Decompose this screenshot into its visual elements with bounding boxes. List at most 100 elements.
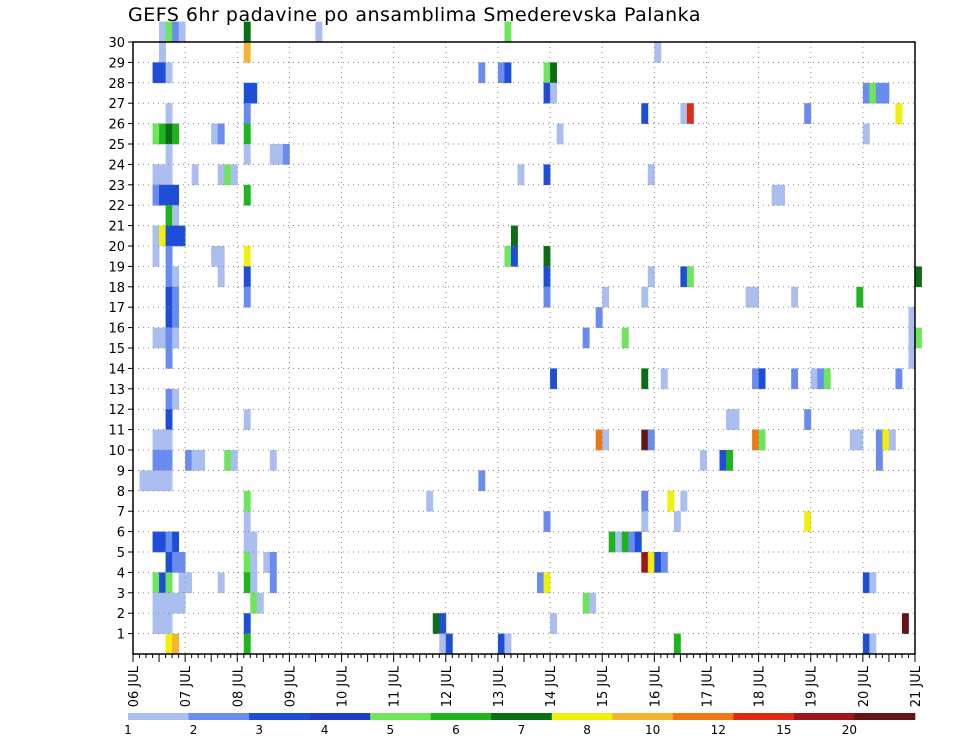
precip-cell	[543, 164, 551, 186]
precip-cell	[758, 429, 766, 451]
precip-cell	[172, 531, 180, 553]
precip-cell	[165, 409, 173, 430]
precip-cell	[250, 82, 258, 104]
precip-cell	[647, 552, 655, 573]
y-tick-label: 25	[108, 138, 125, 153]
precip-cell	[543, 62, 551, 84]
x-tick-label: 13 JUL	[492, 665, 507, 707]
y-tick-label: 14	[108, 362, 125, 377]
precip-cell	[537, 572, 544, 594]
precip-cell	[915, 266, 922, 288]
precip-cell	[165, 450, 173, 471]
legend-swatch	[854, 713, 916, 720]
precip-cell	[908, 348, 916, 369]
legend-swatch	[430, 713, 492, 720]
precip-cell	[439, 613, 447, 634]
precip-cell	[139, 470, 147, 492]
legend-swatch	[128, 713, 189, 720]
y-tick-label: 27	[108, 97, 125, 112]
precip-cell	[856, 286, 864, 308]
precip-cell	[172, 633, 180, 655]
precip-cell	[752, 368, 759, 390]
precip-cell	[654, 552, 662, 573]
precip-cell	[243, 552, 251, 573]
precip-cell	[804, 409, 812, 430]
y-tick-label: 20	[108, 240, 125, 255]
precip-cell	[159, 62, 166, 84]
legend-label: 6	[452, 723, 460, 737]
y-tick-label: 3	[117, 587, 125, 602]
legend-label: 15	[776, 723, 791, 737]
y-tick-label: 4	[117, 566, 125, 581]
precip-cell	[647, 164, 655, 186]
precip-cell	[165, 470, 173, 492]
precip-cell	[152, 613, 160, 634]
precip-cell	[165, 633, 173, 655]
precip-cell	[628, 531, 636, 553]
precip-cell	[217, 123, 225, 145]
precip-cell	[250, 531, 258, 553]
precip-cell	[282, 144, 290, 165]
x-tick-label: 17 JUL	[700, 665, 715, 707]
y-tick-label: 9	[117, 464, 125, 479]
precip-cell	[608, 531, 616, 553]
precip-cell	[165, 592, 173, 614]
precip-cell	[165, 246, 173, 267]
precip-cell	[243, 633, 251, 655]
precip-cell	[243, 123, 251, 145]
precip-cell	[178, 225, 186, 247]
y-tick-label: 24	[108, 158, 125, 173]
precip-cell	[543, 246, 551, 267]
legend-swatch	[672, 713, 734, 720]
precip-cell	[217, 266, 225, 288]
precip-cell	[152, 572, 160, 594]
precip-cell	[185, 572, 193, 594]
x-tick-label: 18 JUL	[753, 665, 768, 707]
precip-cell	[686, 103, 694, 124]
y-tick-label: 23	[108, 179, 125, 194]
precip-cell	[680, 490, 688, 512]
precip-cell	[517, 164, 525, 186]
precip-cell	[243, 511, 251, 532]
x-tick-label: 08 JUL	[231, 665, 246, 707]
precip-cell	[269, 552, 277, 573]
precip-cell	[243, 409, 251, 430]
precip-cell	[869, 633, 877, 655]
precip-cell	[791, 368, 799, 390]
precip-cell	[869, 82, 877, 104]
precip-cell	[217, 572, 225, 594]
precip-cell	[211, 123, 219, 145]
precip-cell	[660, 552, 668, 573]
precip-cell	[243, 286, 251, 308]
precip-cell	[224, 164, 232, 186]
precip-cell	[647, 266, 655, 288]
precip-cell	[159, 327, 166, 349]
precip-cell	[686, 266, 694, 288]
precip-cell	[497, 633, 505, 655]
precip-cell	[152, 429, 160, 451]
precip-cell	[269, 450, 277, 471]
legend-label: 3	[255, 723, 263, 737]
legend-swatch	[491, 713, 553, 720]
precip-cell	[165, 164, 173, 186]
precip-cell	[159, 225, 166, 247]
x-tick-label: 14 JUL	[544, 665, 559, 707]
x-tick-label: 07 JUL	[179, 665, 194, 707]
precip-cell	[504, 62, 512, 84]
legend-swatch	[551, 713, 613, 720]
precip-cell	[856, 429, 864, 451]
precip-cell	[178, 552, 186, 573]
precip-cell	[159, 572, 166, 594]
precip-cell	[276, 144, 284, 165]
x-tick-label: 10 JUL	[336, 665, 351, 707]
precip-cell	[172, 225, 180, 247]
precip-cell	[875, 429, 883, 451]
precip-cell	[165, 62, 173, 84]
precip-cell	[250, 572, 258, 594]
y-tick-label: 19	[108, 260, 125, 275]
legend-label: 4	[321, 723, 329, 737]
y-tick-label: 7	[117, 505, 125, 520]
legend-label: 1	[124, 723, 132, 737]
y-tick-label: 21	[108, 220, 125, 235]
precip-cell	[771, 184, 779, 206]
